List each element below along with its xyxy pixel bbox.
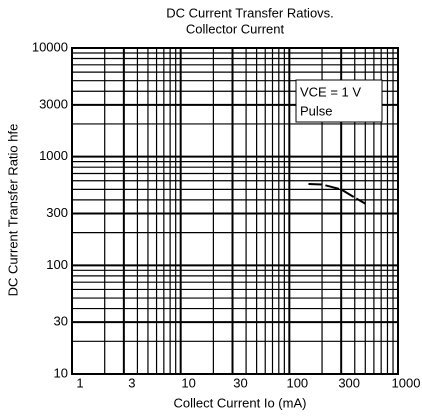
y-tick-label: 3000 [39, 96, 68, 111]
y-tick-label: 10 [54, 365, 68, 380]
chart-title: Collector Current [186, 21, 285, 36]
x-tick-label: 1 [76, 375, 83, 390]
y-tick-label: 10000 [32, 39, 68, 54]
annotation-box [295, 79, 383, 123]
x-tick-label: 300 [338, 375, 360, 390]
x-tick-label: 30 [233, 375, 247, 390]
annotation: Pulse [300, 103, 333, 118]
x-tick-label: 10 [181, 375, 195, 390]
y-tick-label: 30 [54, 314, 68, 329]
y-axis-label: DC Current Transfer Ratio hfe [5, 124, 20, 297]
y-tick-label: 300 [46, 205, 68, 220]
y-tick-label: 1000 [39, 148, 68, 163]
x-axis-label: Collect Current Io (mA) [174, 395, 307, 410]
plot-frame [71, 47, 399, 375]
y-tick-label: 100 [46, 257, 68, 272]
x-tick-label: 3 [128, 375, 135, 390]
data-line [308, 183, 366, 205]
annotation: VCE = 1 V [300, 84, 361, 99]
x-tick-label: 1000 [392, 375, 421, 390]
chart-title: DC Current Transfer Ratiovs. [166, 5, 334, 20]
x-tick-label: 100 [286, 375, 308, 390]
